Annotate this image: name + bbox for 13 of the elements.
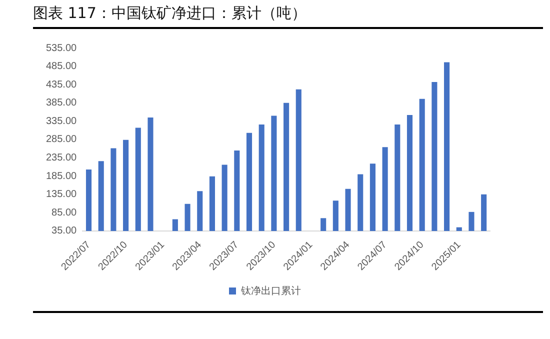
y-tick-label: 135.00 xyxy=(46,189,78,200)
y-tick-label: 185.00 xyxy=(46,170,78,182)
y-tick-label: 85.00 xyxy=(52,207,78,218)
y-tick-label: 535.00 xyxy=(46,42,78,54)
y-tick-label: 285.00 xyxy=(46,134,78,146)
y-tick-label: 385.00 xyxy=(46,98,78,109)
y-tick-label: 485.00 xyxy=(46,61,78,72)
y-tick-label: 235.00 xyxy=(46,152,78,164)
y-tick-label: 35.00 xyxy=(52,226,78,237)
y-tick-label: 335.00 xyxy=(46,116,78,127)
legend-label: 钛净出口累计 xyxy=(240,284,301,297)
chart-title: 图表 117：中国钛矿净进口：累计（吨） xyxy=(33,4,543,29)
y-tick-label: 435.00 xyxy=(46,79,78,90)
